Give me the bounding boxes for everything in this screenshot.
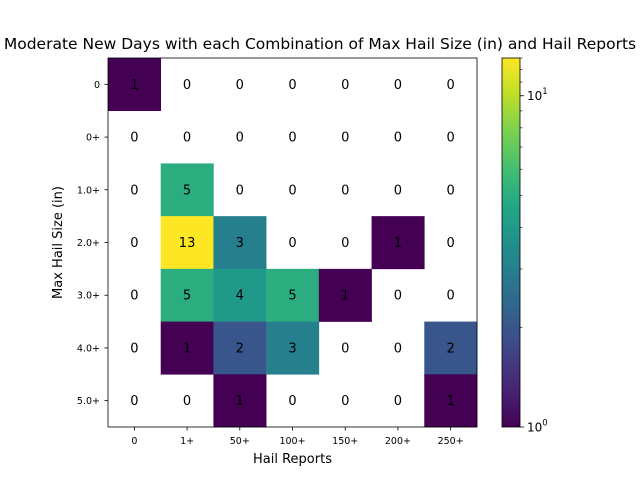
x-tick-label: 0	[131, 436, 137, 447]
colorbar-frame	[501, 57, 521, 428]
x-axis-label: Hail Reports	[253, 452, 332, 467]
cell-value-label: 0	[447, 78, 455, 93]
colorbar-ticks: 100 101	[520, 57, 548, 435]
cell-value-label: 0	[183, 131, 191, 146]
cell-value-label: 3	[236, 236, 244, 251]
x-axis-ticks: 0 1+ 50+ 100+ 150+ 200+ 250+	[131, 427, 464, 447]
cell-value-label: 2	[236, 341, 244, 356]
cell-value-label: 0	[130, 236, 138, 251]
cell-value-label: 1	[183, 341, 191, 356]
cell-value-label: 0	[236, 183, 244, 198]
heatmap-cell	[424, 374, 478, 428]
y-tick-label: 5.0+	[77, 396, 100, 407]
cell-value-label: 5	[183, 289, 191, 304]
y-tick-label: 4.0+	[77, 343, 100, 354]
heatmap-cell	[160, 216, 214, 270]
cell-value-label: 0	[236, 78, 244, 93]
cell-value-label: 0	[394, 78, 402, 93]
cell-value-label: 5	[288, 289, 296, 304]
colorbar-tick-label: 100	[527, 419, 548, 435]
heatmap-cell	[213, 374, 267, 428]
cell-value-label: 0	[288, 78, 296, 93]
cell-value-label: 1	[394, 236, 402, 251]
cell-value-label: 0	[130, 289, 138, 304]
cell-value-label: 13	[179, 236, 196, 251]
x-tick-label: 200+	[385, 436, 411, 447]
cell-value-label: 0	[183, 78, 191, 93]
cell-value-label: 1	[130, 78, 138, 93]
x-tick-label: 1+	[180, 436, 194, 447]
heatmap-cell	[108, 58, 162, 112]
heatmap-cells	[108, 58, 478, 428]
cell-value-label: 3	[288, 341, 296, 356]
cell-value-label: 0	[183, 394, 191, 409]
y-tick-label: 2.0+	[77, 238, 100, 249]
cell-value-label: 0	[288, 236, 296, 251]
heatmap-cell-labels: 1 0 0 0 0 0 0 0 0 0 0 0 0 0 0 5 0 0 0 0 0 0 13 3 0 0 1 0 0 5 4 5 1 0 0 0 1 2 3…	[130, 78, 455, 409]
cell-value-label: 0	[341, 183, 349, 198]
y-tick-label: 0+	[86, 133, 100, 144]
heatmap-cell	[160, 268, 214, 322]
cell-value-label: 0	[394, 183, 402, 198]
cell-value-label: 1	[447, 394, 455, 409]
heatmap-cell	[160, 163, 214, 217]
heatmap-cell	[266, 268, 320, 322]
colorbar-tick-label: 101	[527, 87, 548, 103]
cell-value-label: 2	[447, 341, 455, 356]
cell-value-label: 0	[341, 341, 349, 356]
cell-value-label: 0	[341, 131, 349, 146]
cell-value-label: 0	[394, 341, 402, 356]
heatmap-cell	[213, 321, 267, 375]
heatmap-cell	[160, 321, 214, 375]
x-tick-label: 150+	[332, 436, 358, 447]
cell-value-label: 1	[341, 289, 349, 304]
chart-title: Moderate New Days with each Combination …	[4, 35, 636, 53]
cell-value-label: 0	[341, 78, 349, 93]
heatmap-cell	[213, 268, 267, 322]
cell-value-label: 0	[130, 131, 138, 146]
cell-value-label: 0	[130, 341, 138, 356]
heatmap-cell	[266, 321, 320, 375]
cell-value-label: 0	[394, 131, 402, 146]
y-tick-label: 0	[94, 80, 100, 91]
cell-value-label: 0	[130, 394, 138, 409]
x-tick-label: 100+	[279, 436, 305, 447]
cell-value-label: 0	[394, 394, 402, 409]
cell-value-label: 5	[183, 183, 191, 198]
y-axis-label: Max Hail Size (in)	[51, 186, 66, 299]
cell-value-label: 0	[447, 236, 455, 251]
cell-value-label: 0	[394, 289, 402, 304]
cell-value-label: 0	[447, 183, 455, 198]
colorbar	[502, 58, 520, 427]
cell-value-label: 1	[236, 394, 244, 409]
cell-value-label: 0	[288, 183, 296, 198]
y-tick-label: 1.0+	[77, 185, 100, 196]
cell-value-label: 0	[341, 394, 349, 409]
cell-value-label: 0	[236, 131, 244, 146]
cell-value-label: 0	[447, 289, 455, 304]
cell-value-label: 4	[236, 289, 244, 304]
cell-value-label: 0	[130, 183, 138, 198]
cell-value-label: 0	[288, 131, 296, 146]
heatmap-cell	[424, 321, 478, 375]
cell-value-label: 0	[341, 236, 349, 251]
heatmap-cell	[213, 216, 267, 270]
x-tick-label: 50+	[230, 436, 250, 447]
heatmap-cell	[318, 268, 372, 322]
y-axis-ticks: 0 0+ 1.0+ 2.0+ 3.0+ 4.0+ 5.0+	[77, 80, 108, 407]
heatmap-cell	[371, 216, 425, 270]
cell-value-label: 0	[447, 131, 455, 146]
cell-value-label: 0	[288, 394, 296, 409]
y-tick-label: 3.0+	[77, 291, 100, 302]
x-tick-label: 250+	[438, 436, 464, 447]
